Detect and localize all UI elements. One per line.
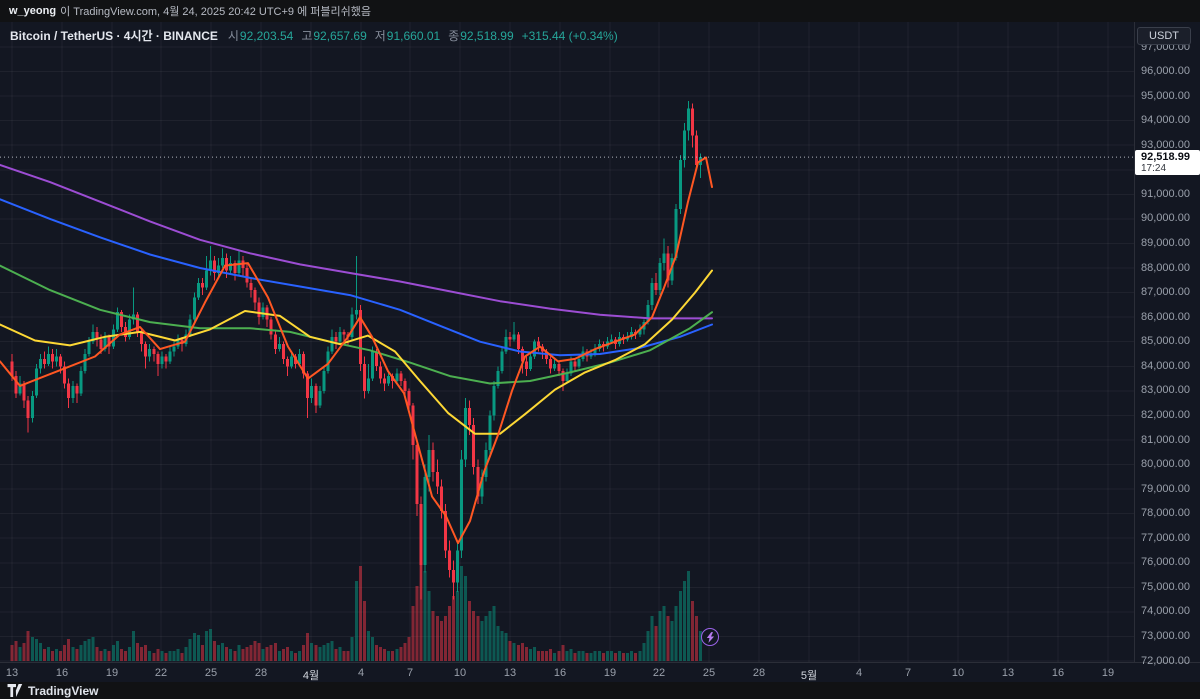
ohlc-readout: 시 92,203.54 고 92,657.69 저 91,660.01 종 92,518… (228, 27, 618, 44)
price-change: +315.44 (+0.34%) (521, 28, 618, 43)
time-tick-label: 19 (603, 667, 617, 679)
price-tick-label: 76,000.00 (1141, 556, 1190, 569)
time-tick-label: 13 (5, 667, 19, 679)
time-tick-label: 13 (1001, 667, 1015, 679)
price-tick-label: 82,000.00 (1141, 408, 1190, 421)
time-tick-label: 25 (702, 667, 716, 679)
ohlc-high: 고 92,657.69 (301, 28, 367, 44)
ohlc-close: 종 92,518.99 (448, 28, 514, 44)
price-tick-label: 87,000.00 (1141, 286, 1190, 299)
time-tick-label: 7 (406, 667, 414, 679)
time-tick-label: 10 (951, 667, 965, 679)
price-tick-label: 96,000.00 (1141, 65, 1190, 78)
price-tick-label: 79,000.00 (1141, 482, 1190, 495)
price-tick-label: 95,000.00 (1141, 89, 1190, 102)
publish-marker-icon[interactable] (701, 628, 719, 646)
tradingview-link[interactable]: TradingView (7, 684, 98, 698)
time-tick-label: 28 (752, 667, 766, 679)
price-tick-label: 86,000.00 (1141, 310, 1190, 323)
time-scale[interactable]: 13 16 19 22 25 28 4월 4 7 10 13 16 19 22 25 28 5월 4 7 10 13 16… (0, 662, 1200, 683)
price-tick-label: 73,000.00 (1141, 629, 1190, 642)
footer-bar: TradingView (0, 682, 1200, 699)
last-price-label: 92,518.99 17:24 (1135, 150, 1200, 176)
price-tick-label: 83,000.00 (1141, 384, 1190, 397)
currency-toggle-button[interactable]: USDT (1137, 27, 1191, 45)
price-tick-label: 93,000.00 (1141, 138, 1190, 151)
price-tick-label: 81,000.00 (1141, 433, 1190, 446)
time-tick-label: 16 (553, 667, 567, 679)
last-price-value: 92,518.99 (1141, 151, 1190, 164)
price-tick-label: 78,000.00 (1141, 507, 1190, 520)
price-tick-label: 85,000.00 (1141, 335, 1190, 348)
time-tick-label: 25 (204, 667, 218, 679)
publisher-username: w_yeong (9, 5, 57, 17)
time-tick-label: 22 (652, 667, 666, 679)
time-tick-label: 4월 (302, 670, 320, 682)
time-tick-label: 5월 (800, 670, 818, 682)
price-tick-label: 89,000.00 (1141, 237, 1190, 249)
time-tick-label: 13 (503, 667, 517, 679)
time-tick-label: 19 (1101, 667, 1115, 679)
price-tick-label: 74,000.00 (1141, 605, 1190, 618)
publish-info-text: 이 TradingView.com, 4월 24, 2025 20:42 UTC… (60, 6, 371, 18)
price-tick-label: 88,000.00 (1141, 261, 1190, 274)
symbol-title[interactable]: Bitcoin / TetherUS · 4시간 · BINANCE (10, 29, 218, 43)
publish-bar: w_yeong 이 TradingView.com, 4월 24, 2025 2… (0, 0, 1200, 22)
countdown-timer: 17:24 (1141, 163, 1167, 175)
price-tick-label: 84,000.00 (1141, 359, 1190, 372)
time-tick-label: 4 (855, 667, 863, 679)
price-tick-label: 77,000.00 (1141, 531, 1190, 544)
time-tick-label: 16 (55, 667, 69, 679)
symbol-header: Bitcoin / TetherUS · 4시간 · BINANCE 시 92,2… (10, 27, 618, 44)
price-tick-label: 90,000.00 (1141, 212, 1190, 225)
lightning-bolt-icon (706, 631, 714, 643)
time-tick-label: 16 (1051, 667, 1065, 679)
price-tick-label: 75,000.00 (1141, 580, 1190, 593)
time-tick-label: 22 (154, 667, 168, 679)
time-tick-label: 10 (453, 667, 467, 679)
time-tick-label: 28 (254, 667, 268, 679)
price-tick-label: 91,000.00 (1141, 187, 1190, 200)
brand-name: TradingView (28, 683, 99, 698)
price-tick-label: 80,000.00 (1141, 458, 1190, 470)
time-tick-label: 4 (357, 667, 365, 679)
tradingview-logo-icon (7, 684, 23, 697)
ohlc-open: 시 92,203.54 (227, 28, 294, 44)
time-tick-label: 7 (904, 667, 912, 679)
ohlc-low: 저 91,660.01 (374, 28, 441, 44)
price-tick-label: 72,000.00 (1141, 654, 1190, 667)
price-scale[interactable]: 72,000.00 73,000.00 74,000.00 75,000.00 76,0… (1134, 22, 1200, 667)
price-tick-label: 94,000.00 (1141, 114, 1190, 127)
time-tick-label: 19 (105, 667, 119, 679)
